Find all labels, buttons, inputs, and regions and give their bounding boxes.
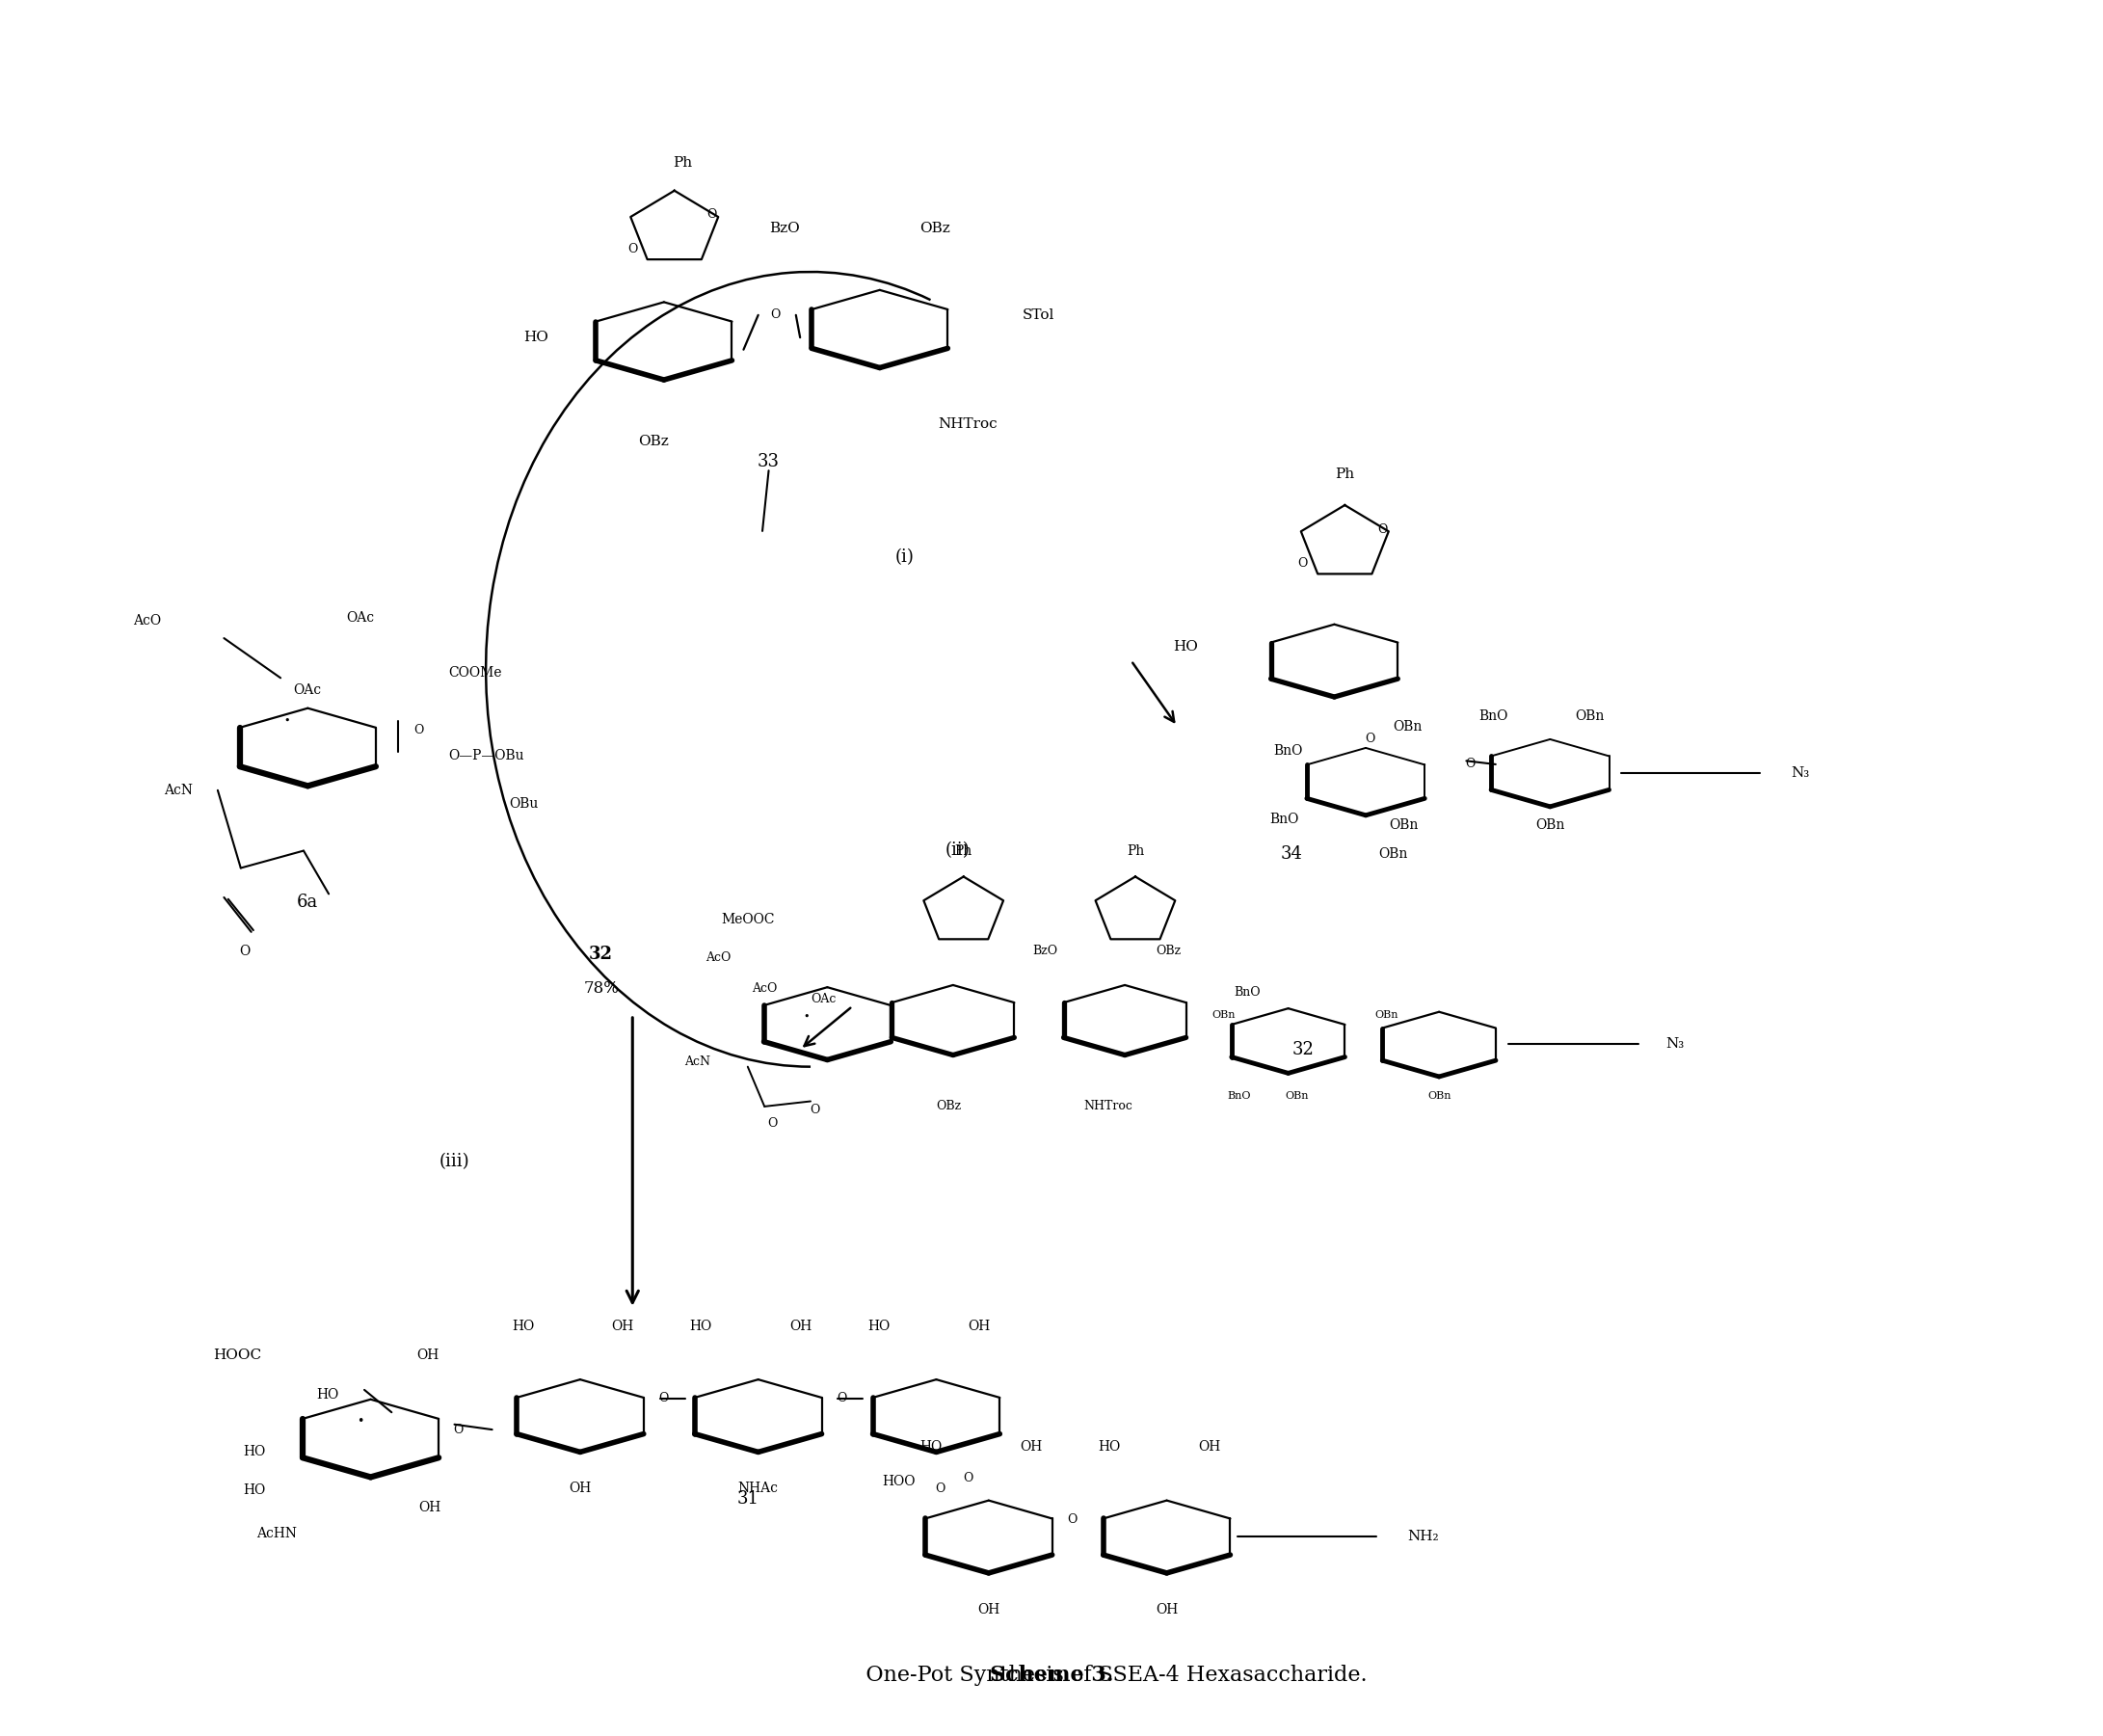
Text: 31: 31 [736,1489,759,1507]
Text: O: O [1298,557,1308,569]
Text: Ph: Ph [1127,844,1144,858]
Text: STol: STol [1022,309,1054,321]
Text: HO: HO [244,1483,265,1496]
Text: OH: OH [1199,1441,1220,1453]
Text: OBn: OBn [1388,818,1417,832]
Text: (ii): (ii) [944,842,969,859]
Text: HO: HO [921,1441,942,1453]
Text: •: • [358,1415,364,1427]
Text: HO: HO [1173,641,1199,653]
Text: O: O [1365,733,1375,745]
Text: (i): (i) [896,549,915,566]
Text: 6a: 6a [297,894,318,911]
Text: O: O [936,1483,946,1495]
Text: BnO: BnO [1234,986,1260,998]
Text: OBu: OBu [509,797,538,811]
Text: O: O [707,208,717,220]
Text: Ph: Ph [1335,467,1354,481]
Text: OBn: OBn [1285,1092,1308,1101]
Text: AcHN: AcHN [257,1526,297,1540]
Text: •: • [803,1012,810,1021]
Text: O—P—OBu: O—P—OBu [448,748,524,762]
Text: O: O [414,724,425,736]
Text: AcO: AcO [707,951,732,963]
Text: HOOC: HOOC [212,1349,261,1363]
Text: HO: HO [524,332,549,344]
Text: O: O [770,309,780,321]
Text: O: O [963,1472,974,1484]
Text: O: O [1377,523,1388,536]
Text: HO: HO [511,1319,534,1333]
Text: BnO: BnO [1478,710,1508,722]
Text: Ph: Ph [673,156,692,170]
Text: 32: 32 [589,946,614,963]
Text: 32: 32 [1291,1042,1314,1059]
Text: •: • [284,717,290,726]
Text: BnO: BnO [1226,1092,1251,1101]
Text: HO: HO [244,1446,265,1458]
Text: OH: OH [1155,1602,1178,1616]
Text: OH: OH [1020,1441,1043,1453]
Text: MeOOC: MeOOC [721,913,774,927]
Text: HOO: HOO [881,1474,915,1488]
Text: NHTroc: NHTroc [1083,1101,1134,1113]
Text: OH: OH [612,1319,633,1333]
Text: O: O [240,944,250,958]
Text: O: O [768,1118,778,1130]
Text: (iii): (iii) [440,1153,469,1170]
Text: O: O [627,243,637,255]
Text: OH: OH [418,1500,440,1514]
Text: OBn: OBn [1392,719,1422,733]
Text: 34: 34 [1281,845,1304,863]
Text: NHAc: NHAc [738,1481,778,1495]
Text: OBz: OBz [637,434,669,448]
Text: HO: HO [690,1319,713,1333]
Text: AcO: AcO [753,983,778,995]
Text: AcN: AcN [683,1055,711,1068]
Text: 33: 33 [757,453,780,470]
Text: O: O [1466,759,1476,771]
Text: OH: OH [978,1602,999,1616]
Text: AcN: AcN [164,783,193,797]
Text: O: O [1068,1514,1077,1526]
Text: HO: HO [869,1319,890,1333]
Text: NH₂: NH₂ [1407,1529,1438,1543]
Text: HO: HO [318,1389,339,1401]
Text: BnO: BnO [1274,743,1304,757]
Text: HO: HO [1098,1441,1121,1453]
Text: OH: OH [789,1319,812,1333]
Text: One-Pot Synthesis of SSEA-4 Hexasaccharide.: One-Pot Synthesis of SSEA-4 Hexasacchari… [736,1665,1367,1686]
Text: O: O [454,1424,463,1436]
Text: OBn: OBn [1377,847,1407,861]
Text: BzO: BzO [1033,944,1058,957]
Text: BnO: BnO [1270,812,1300,826]
Text: O: O [810,1104,820,1116]
Text: O: O [837,1392,848,1404]
Text: COOMe: COOMe [448,667,503,679]
Text: OAc: OAc [347,611,374,625]
Text: OH: OH [416,1349,440,1363]
Text: OBz: OBz [919,222,951,236]
Text: OH: OH [570,1481,591,1495]
Text: OBn: OBn [1575,710,1605,722]
Text: OBn: OBn [1211,1010,1237,1019]
Text: OAc: OAc [292,684,322,696]
Text: OBn: OBn [1535,818,1565,832]
Text: Scheme 3.: Scheme 3. [991,1665,1112,1686]
Text: OH: OH [967,1319,991,1333]
Text: OBn: OBn [1375,1010,1398,1019]
Text: 78%: 78% [583,981,618,996]
Text: OAc: OAc [810,993,837,1005]
Text: AcO: AcO [132,615,162,628]
Text: OBn: OBn [1428,1092,1451,1101]
Text: O: O [658,1392,669,1404]
Text: Ph: Ph [955,844,972,858]
Text: N₃: N₃ [1792,766,1809,779]
Text: OBz: OBz [1157,944,1182,957]
Text: BzO: BzO [770,222,799,236]
Text: N₃: N₃ [1666,1038,1685,1050]
Text: NHTroc: NHTroc [938,417,997,431]
Text: OBz: OBz [936,1101,961,1113]
